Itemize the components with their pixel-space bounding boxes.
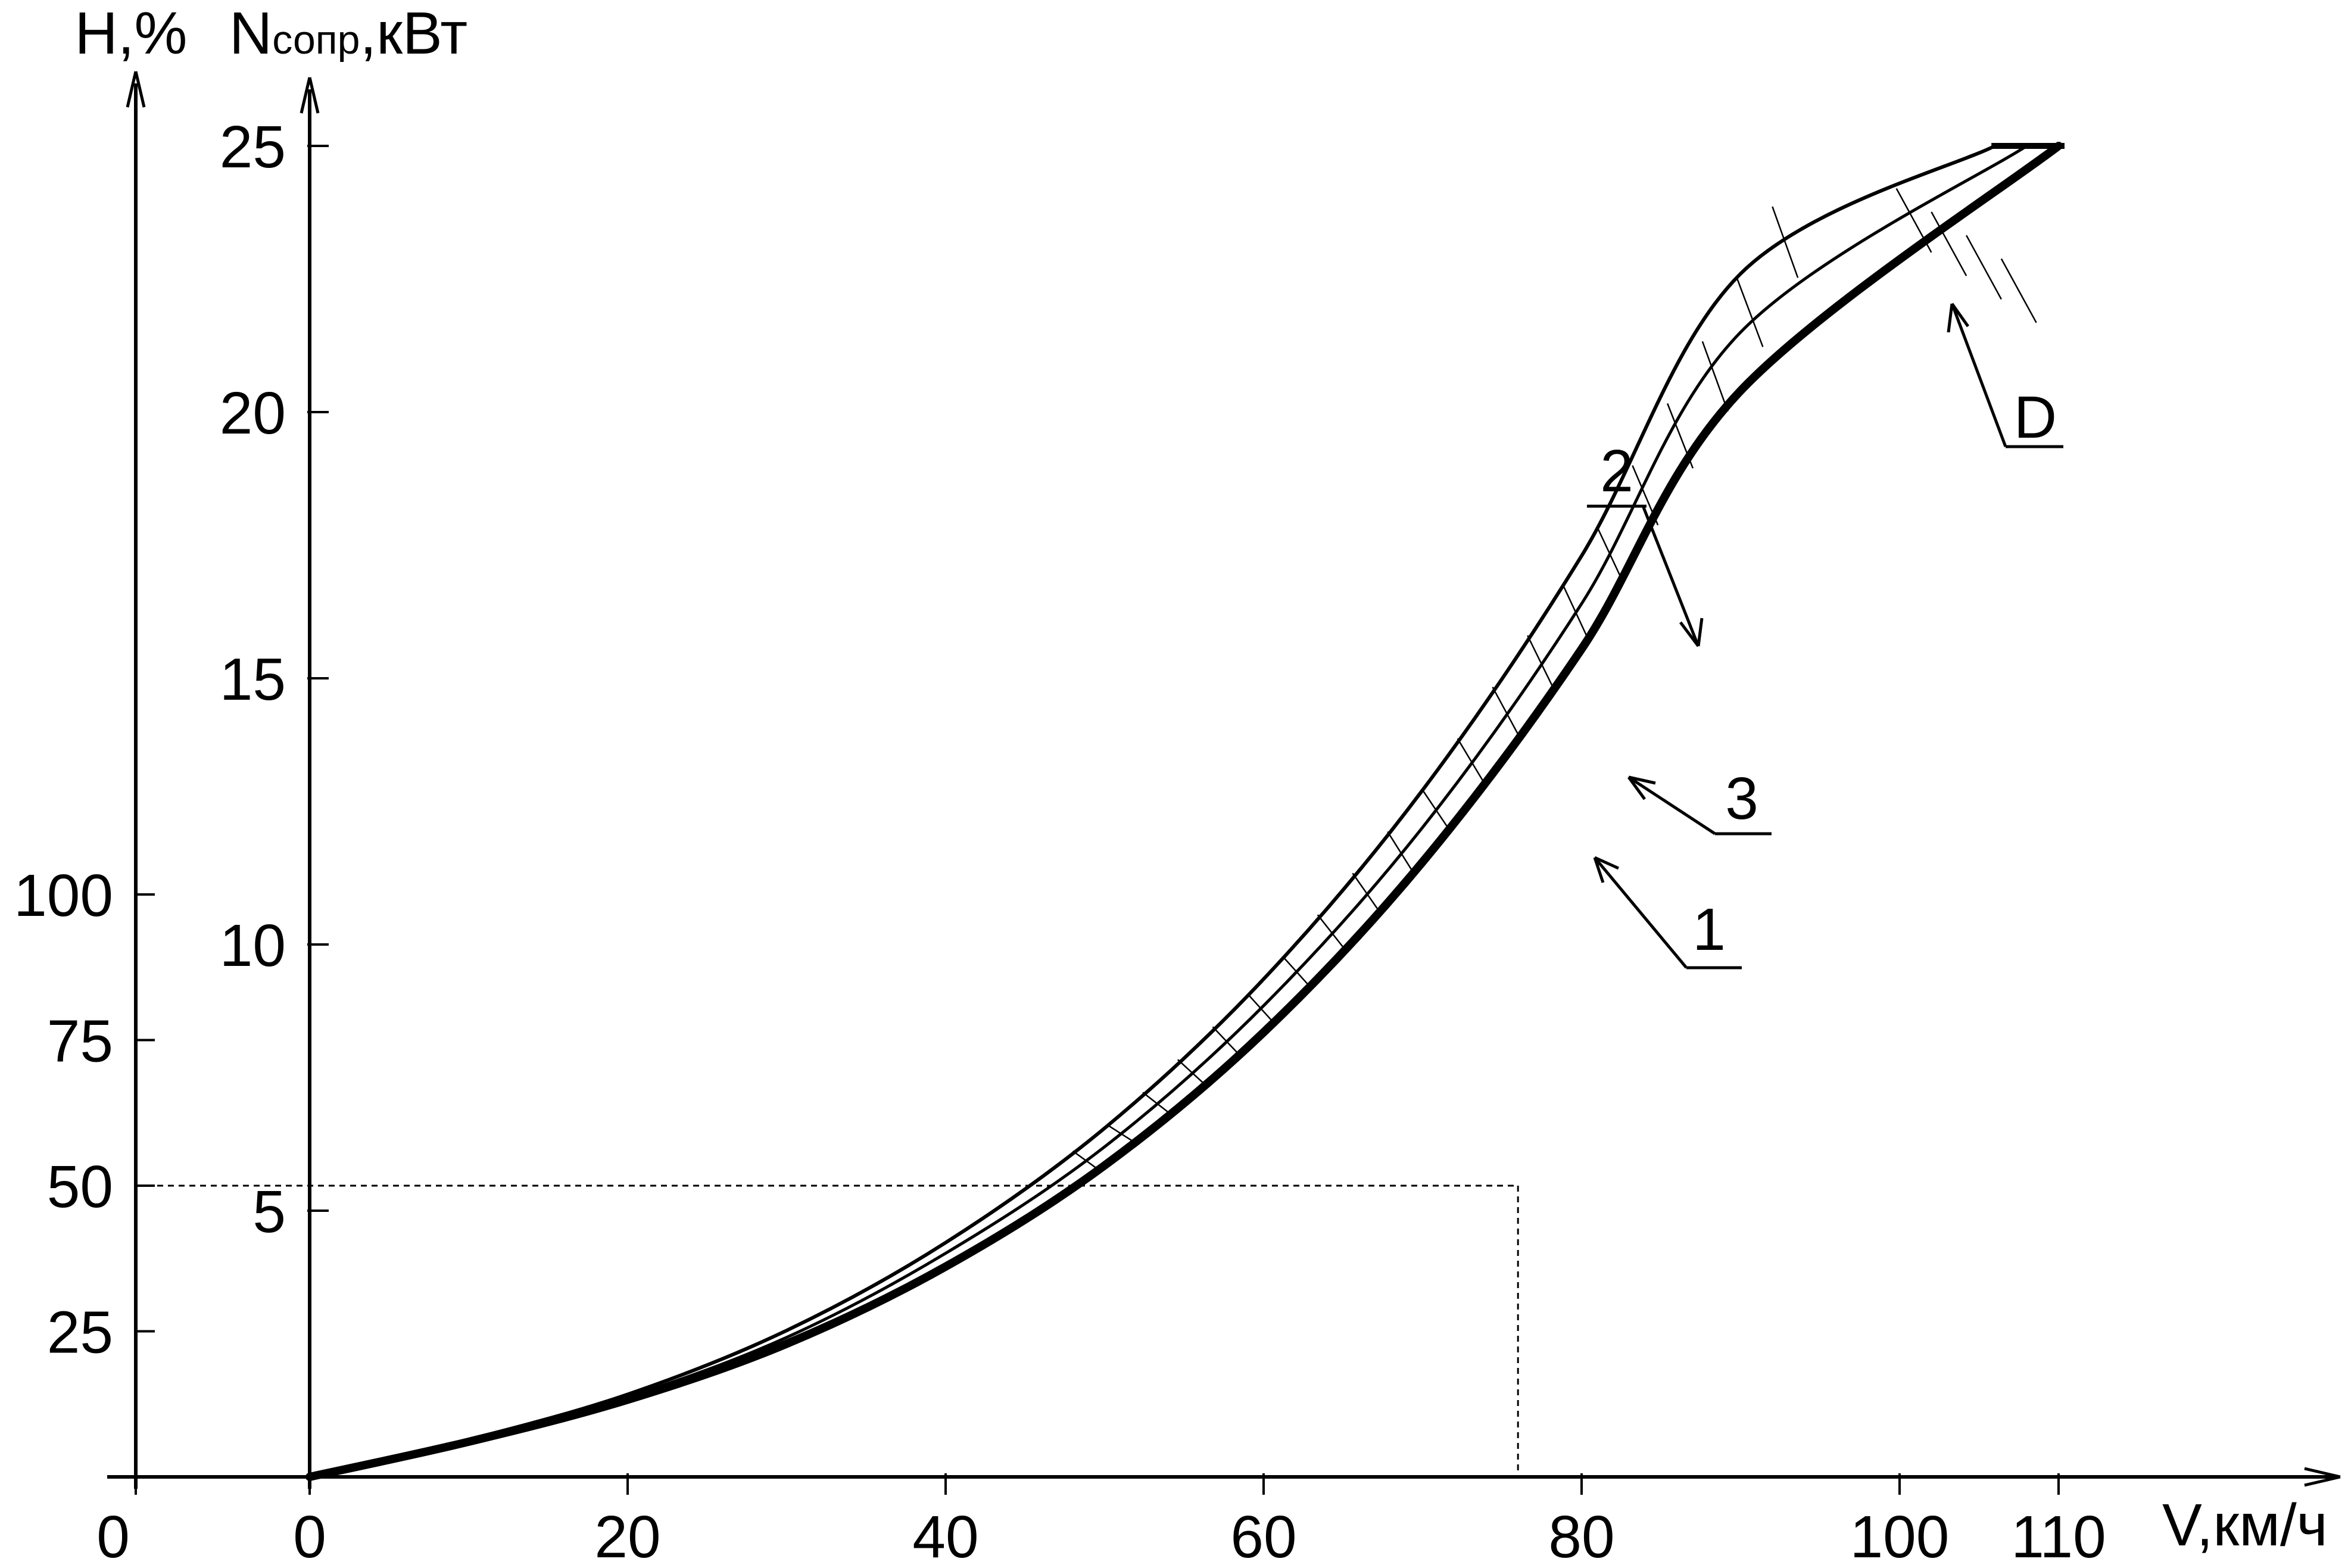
n-axis-tick-label: 5 [252,1179,286,1245]
series-3-line [308,144,2029,1479]
hatch-stroke [1317,914,1344,948]
hatch-stroke [1142,1092,1169,1113]
axes [107,71,2341,1495]
hatched-band [1072,188,2037,1170]
h-axis-tick-label: 50 [47,1154,113,1220]
h-axis-tick-label: 75 [47,1008,113,1075]
labels: 25 50 75 100 0 5 10 15 20 25 0 20 40 60 80 100 110 H,% Nсо… [14,0,2328,1568]
v-axis-tick-label: 40 [912,1504,978,1568]
v-axis-tick-label: 20 [594,1504,660,1568]
series-2-line [308,144,1997,1479]
hatch-stroke [2000,258,2037,323]
hatch-stroke [1527,635,1554,688]
hatch-stroke [1931,211,1967,276]
hatch-stroke [1966,235,2002,300]
n-axis-tick-label: 15 [220,646,286,713]
n-axis-tick-label: 10 [220,912,286,979]
curve-label-1: 1 [1692,896,1726,963]
series-1-line [305,142,2063,1481]
h-axis-title: H,% [75,0,188,67]
hatch-stroke [1457,738,1484,782]
hatch-stroke [1352,872,1379,911]
curve-label-2: 2 [1600,438,1633,504]
v-axis-tick-label: 110 [2011,1504,2106,1568]
h-axis-zero-label: 0 [96,1504,130,1568]
curve-label-2-leader [1642,507,1700,647]
curve-label-D-arrowhead [1947,303,1970,333]
h-axis-tick-label: 100 [14,862,113,929]
reference-lines [136,1184,1519,1477]
hatch-stroke [1282,956,1309,986]
hatch-stroke [1387,831,1414,873]
hatch-stroke [1701,341,1729,412]
v-axis-tick-label: 100 [1850,1504,1950,1568]
curves [305,142,2065,1481]
n-axis-arrow [300,77,320,114]
n-axis-tick-label: 20 [220,380,286,447]
v-axis-tick-label: 80 [1548,1504,1614,1568]
v-axis-tick-label: 60 [1230,1504,1296,1568]
curve-label-D: D [2014,384,2057,451]
hatch-stroke [1736,279,1764,347]
curve-label-D-leader [1950,303,2007,447]
curve-label-3-arrowhead [1627,775,1656,800]
v-axis-arrow [2304,1467,2341,1487]
v-axis-tick-label: 0 [293,1504,326,1568]
curve-label-1-arrowhead [1593,856,1620,883]
curve-label-2-arrowhead [1679,618,1704,647]
hatch-stroke [1177,1059,1204,1084]
hatch-stroke [1212,1026,1239,1055]
v-axis-title: V,км/ч [2162,1492,2328,1558]
hatch-stroke [1492,687,1519,735]
curve-label-3: 3 [1725,765,1758,832]
curve-label-3-leader [1627,775,1716,836]
h-axis-tick-label: 25 [47,1299,113,1366]
n-axis-title: Nсопр,кВт [229,0,467,67]
hatch-stroke [1772,206,1799,278]
n-axis-tick-label: 25 [220,114,286,180]
curve-label-1-leader [1594,856,1688,969]
h-axis-arrow [126,71,146,108]
